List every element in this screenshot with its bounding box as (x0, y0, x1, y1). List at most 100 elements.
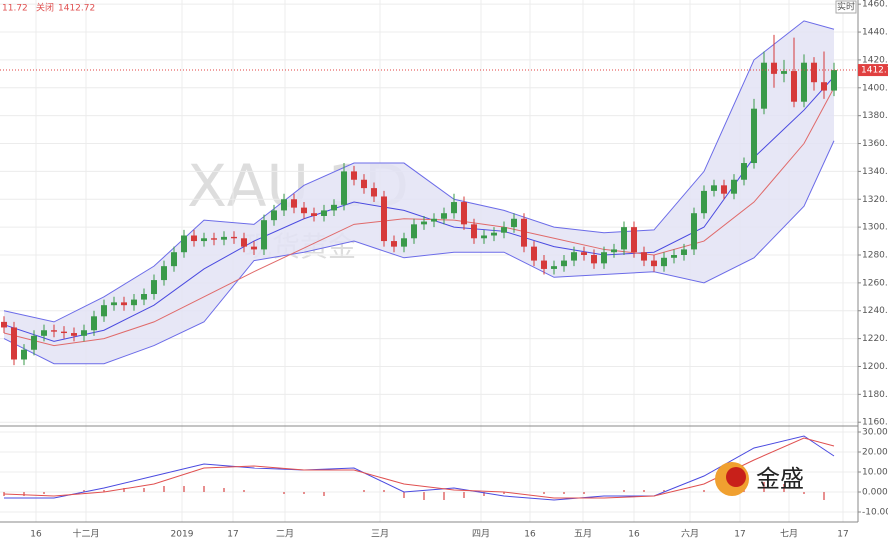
macd-bar (763, 482, 765, 492)
candle-body (281, 199, 287, 211)
candle-body (181, 235, 187, 253)
logo: 金盛 (715, 462, 804, 496)
candle-body (621, 227, 627, 250)
candle-body (591, 255, 597, 264)
candle-body (371, 188, 377, 197)
macd-bar (383, 490, 385, 492)
x-tick-label: 17 (227, 530, 238, 540)
candle-body (501, 227, 507, 233)
x-tick-label: 三月 (371, 529, 389, 540)
candle-body (721, 185, 727, 194)
candle-body (661, 257, 667, 267)
candle-body (381, 196, 387, 242)
candle-body (241, 238, 247, 247)
candle-body (261, 220, 267, 250)
macd-bar (823, 492, 825, 500)
candle-body (711, 185, 717, 191)
macd-bar (183, 486, 185, 492)
candle-body (211, 238, 217, 240)
y-tick-label: -10.0000 (862, 508, 888, 518)
candle-body (751, 108, 757, 164)
candle-body (121, 302, 127, 306)
macd-bar (463, 492, 465, 498)
candle-body (101, 305, 107, 317)
y-tick-label: 1260.00 (862, 278, 888, 288)
band-line (3, 140, 835, 365)
candle-body (411, 224, 417, 239)
candle-body (761, 62, 767, 109)
candle-body (701, 190, 707, 214)
y-tick-label: 1200.00 (862, 362, 888, 372)
macd-bar (3, 492, 5, 496)
last-price-label: 1412.72 (861, 66, 888, 76)
candle-body (791, 71, 797, 102)
candle-body (81, 330, 87, 336)
candle-body (651, 260, 657, 267)
y-tick-label: 1280.00 (862, 251, 888, 261)
macd-bar (583, 492, 585, 494)
y-tick-label: 1360.00 (862, 139, 888, 149)
x-tick-label: 16 (524, 530, 536, 540)
macd-bar (443, 492, 445, 500)
macd-bar (483, 492, 485, 496)
candle-body (611, 249, 617, 253)
candle-body (71, 333, 77, 336)
candle-body (681, 249, 687, 255)
macd-bar (543, 492, 545, 494)
candle-body (191, 235, 197, 242)
macd-bar (663, 490, 665, 492)
macd-bar (803, 492, 805, 494)
moving-average (3, 87, 835, 347)
y-tick-label: 10.0000 (862, 468, 888, 478)
candle-body (431, 218, 437, 222)
y-tick-label: 1420.00 (862, 55, 888, 65)
y-tick-label: 1460.00 (862, 0, 888, 10)
candle-body (231, 236, 237, 239)
logo-text: 金盛 (756, 465, 804, 493)
candle-body (631, 227, 637, 253)
macd-bar (623, 490, 625, 492)
candle-body (541, 260, 547, 269)
macd-line (4, 435, 835, 501)
candle-body (141, 294, 147, 300)
candle-body (691, 213, 697, 250)
moving-average (3, 76, 835, 342)
candle-body (11, 327, 17, 360)
candle-body (361, 179, 367, 189)
y-tick-label: 1400.00 (862, 83, 888, 93)
macd-bar (303, 492, 305, 494)
y-tick-label: 1180.00 (862, 390, 888, 400)
candle-body (161, 266, 167, 281)
y-tick-label: 1440.00 (862, 28, 888, 38)
candle-body (311, 213, 317, 216)
macd-bar (423, 492, 425, 500)
candle-body (451, 202, 457, 214)
x-tick-label: 六月 (681, 528, 699, 540)
macd-bar (323, 492, 325, 496)
y-tick-label: 1340.00 (862, 167, 888, 177)
candle-body (321, 210, 327, 216)
header-price: 1412.72 (58, 4, 95, 14)
macd-bar (143, 488, 145, 492)
macd-bar (123, 488, 125, 492)
header-label: 关闭 (36, 2, 54, 14)
candle-body (151, 280, 157, 295)
macd-bar (103, 490, 105, 492)
x-tick-label: 十二月 (72, 528, 99, 540)
candle-body (551, 266, 557, 269)
realtime-button-label[interactable]: 实时 (837, 1, 855, 13)
x-tick-label: 七月 (780, 529, 798, 540)
x-tick-label: 四月 (472, 529, 490, 540)
macd-bar (83, 490, 85, 492)
realtime-button[interactable] (835, 0, 857, 14)
x-tick-label: 16 (628, 530, 640, 540)
macd-bar (203, 486, 205, 492)
macd-bar (23, 492, 25, 496)
candle-body (531, 246, 537, 261)
candle-body (91, 316, 97, 331)
candle-body (291, 199, 297, 208)
candle-body (601, 252, 607, 264)
candle-body (731, 179, 737, 194)
candle-body (171, 252, 177, 267)
candle-body (771, 62, 777, 74)
